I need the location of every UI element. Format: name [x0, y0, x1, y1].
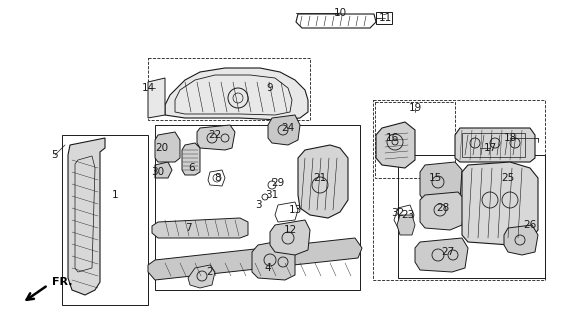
Polygon shape [148, 78, 165, 118]
Polygon shape [397, 215, 415, 235]
Polygon shape [504, 225, 538, 255]
Text: 14: 14 [141, 83, 155, 93]
Text: 10: 10 [334, 8, 347, 18]
Text: 18: 18 [503, 133, 516, 143]
Text: 31: 31 [266, 190, 279, 200]
Text: 13: 13 [289, 205, 302, 215]
Polygon shape [252, 240, 295, 280]
Polygon shape [148, 238, 362, 280]
Text: 6: 6 [189, 163, 196, 173]
Text: 1: 1 [112, 190, 118, 200]
Text: 21: 21 [313, 173, 327, 183]
Text: 19: 19 [408, 103, 421, 113]
Polygon shape [197, 125, 235, 150]
Text: 16: 16 [385, 133, 398, 143]
Polygon shape [152, 218, 248, 238]
Polygon shape [165, 68, 308, 120]
Text: 11: 11 [378, 13, 392, 23]
Text: 9: 9 [267, 83, 273, 93]
Polygon shape [298, 145, 348, 218]
Text: 23: 23 [401, 210, 415, 220]
Text: 28: 28 [436, 203, 450, 213]
Text: 22: 22 [208, 130, 221, 140]
Polygon shape [188, 265, 215, 288]
Text: 30: 30 [151, 167, 164, 177]
Polygon shape [270, 220, 310, 255]
Text: 15: 15 [428, 173, 442, 183]
Text: 17: 17 [484, 143, 497, 153]
Text: 32: 32 [392, 208, 405, 218]
Text: 25: 25 [501, 173, 515, 183]
Polygon shape [155, 132, 180, 162]
Text: 26: 26 [523, 220, 536, 230]
Polygon shape [415, 238, 468, 272]
Polygon shape [420, 162, 462, 205]
Text: 24: 24 [281, 123, 294, 133]
Polygon shape [155, 162, 172, 178]
Text: 2: 2 [206, 267, 213, 277]
Text: 29: 29 [271, 178, 285, 188]
Polygon shape [455, 128, 535, 162]
Polygon shape [68, 138, 105, 295]
Text: 20: 20 [155, 143, 168, 153]
Text: 12: 12 [283, 225, 297, 235]
Polygon shape [462, 162, 538, 245]
Polygon shape [376, 122, 415, 168]
Text: 7: 7 [185, 223, 191, 233]
Text: 4: 4 [264, 263, 271, 273]
Text: 5: 5 [52, 150, 58, 160]
Polygon shape [268, 115, 300, 145]
Text: FR.: FR. [52, 277, 72, 287]
Polygon shape [420, 192, 465, 230]
Text: 3: 3 [255, 200, 261, 210]
Text: 8: 8 [214, 173, 221, 183]
Text: 27: 27 [442, 247, 455, 257]
Polygon shape [182, 143, 200, 175]
